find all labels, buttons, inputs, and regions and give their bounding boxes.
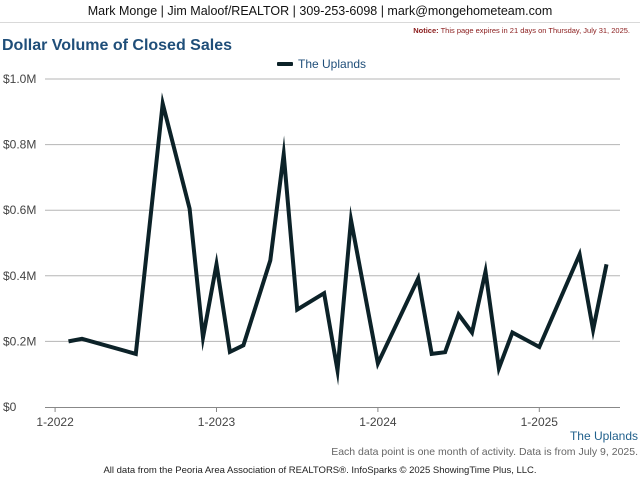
data-point[interactable] — [427, 349, 437, 359]
data-point[interactable] — [467, 328, 477, 338]
chart-legend[interactable]: The Uplands — [277, 57, 366, 71]
data-point[interactable] — [225, 347, 235, 357]
data-point[interactable] — [413, 273, 423, 283]
y-tick-label: $0.8M — [3, 138, 36, 152]
data-point[interactable] — [454, 310, 464, 320]
x-axis: 1-2022 1-2023 1-2024 1-2025 — [36, 407, 620, 429]
data-point[interactable] — [64, 336, 74, 346]
data-note: Each data point is one month of activity… — [331, 446, 638, 458]
x-tick-label: 1-2025 — [521, 415, 559, 429]
expiry-notice: Notice: This page expires in 21 days on … — [413, 26, 630, 35]
series-line[interactable] — [68, 92, 609, 386]
data-point[interactable] — [319, 288, 329, 298]
notice-label: Notice: — [413, 26, 439, 35]
data-point[interactable] — [185, 204, 195, 214]
data-point[interactable] — [534, 342, 544, 352]
legend-label: The Uplands — [298, 57, 367, 71]
x-tick-label: 1-2023 — [198, 415, 236, 429]
y-tick-label: $0.4M — [3, 269, 36, 283]
data-point[interactable] — [238, 340, 248, 350]
data-point[interactable] — [480, 267, 490, 277]
data-point[interactable] — [373, 358, 383, 368]
y-tick-label: $1.0M — [3, 72, 36, 86]
data-point[interactable] — [292, 305, 302, 315]
data-point[interactable] — [588, 325, 598, 335]
contact-header-bar: Mark Monge | Jim Maloof/REALTOR | 309-25… — [0, 0, 640, 23]
x-tick-label: 1-2022 — [36, 415, 74, 429]
x-tick-label: 1-2024 — [359, 415, 397, 429]
contact-line: Mark Monge | Jim Maloof/REALTOR | 309-25… — [87, 4, 553, 18]
grid-lines — [45, 78, 620, 342]
data-point[interactable] — [346, 215, 356, 225]
series-tag: The Uplands — [569, 429, 638, 443]
data-point[interactable] — [265, 255, 275, 265]
source-attribution: All data from the Peoria Area Associatio… — [103, 465, 537, 476]
y-tick-label: $0.6M — [3, 203, 36, 217]
data-point[interactable] — [575, 249, 585, 259]
data-point[interactable] — [602, 259, 612, 269]
y-tick-label: $0.2M — [3, 334, 36, 348]
notice-text: This page expires in 21 days on Thursday… — [440, 26, 630, 35]
data-point[interactable] — [211, 259, 221, 269]
data-point[interactable] — [77, 334, 87, 344]
chart-title: Dollar Volume of Closed Sales — [2, 37, 232, 54]
y-tick-label: $0 — [3, 400, 17, 414]
data-point[interactable] — [333, 365, 343, 375]
data-point[interactable] — [131, 349, 141, 359]
data-point[interactable] — [279, 149, 289, 159]
data-point[interactable] — [494, 363, 504, 373]
data-point[interactable] — [158, 99, 168, 109]
data-point[interactable] — [198, 332, 208, 342]
data-point[interactable] — [440, 347, 450, 357]
legend-swatch — [277, 62, 293, 66]
series-lines — [64, 92, 612, 386]
data-point[interactable] — [507, 328, 517, 338]
y-axis-ticks: $0 $0.2M $0.4M $0.6M $0.8M $1.0M — [3, 72, 36, 414]
